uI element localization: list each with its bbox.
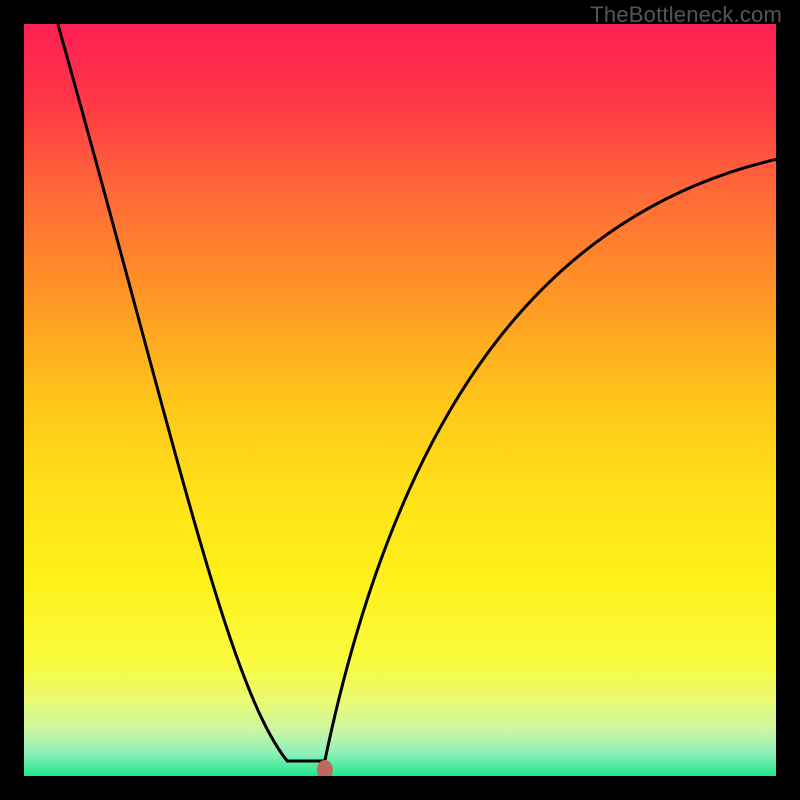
bottleneck-chart — [0, 0, 800, 800]
chart-container: TheBottleneck.com — [0, 0, 800, 800]
gradient-background — [24, 24, 776, 776]
watermark-text: TheBottleneck.com — [590, 2, 782, 28]
